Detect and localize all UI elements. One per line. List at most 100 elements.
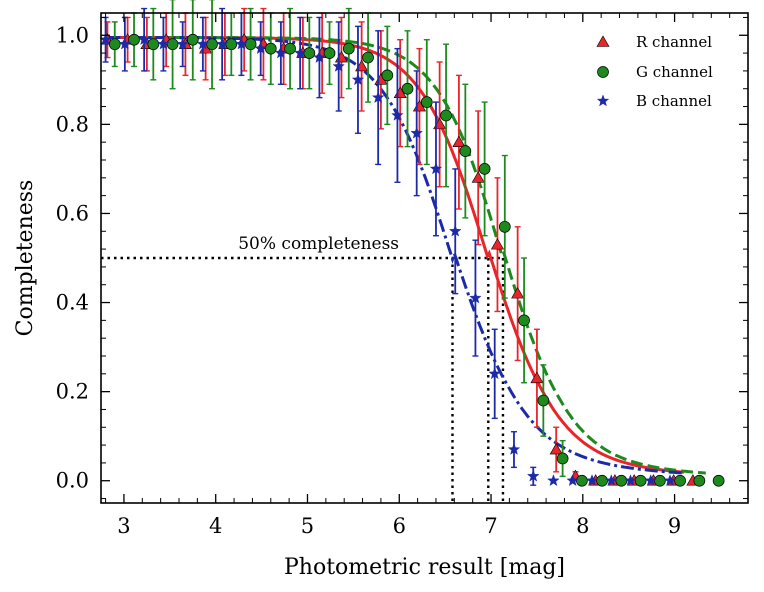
data-point-b-channel <box>547 474 560 487</box>
y-tick-label: 1.0 <box>56 23 89 47</box>
data-point-b-channel <box>624 474 637 487</box>
data-point-g-channel <box>264 42 277 55</box>
y-tick-label: 0.4 <box>56 291 89 315</box>
data-point-g-channel <box>244 38 257 51</box>
data-point-g-channel <box>537 394 550 407</box>
axes: 3 4 5 6 7 8 9 0.0 0.2 0.4 0.6 0.8 1.0 <box>56 12 749 538</box>
data-point-b-channel <box>644 474 657 487</box>
legend-marker-g-channel <box>597 66 609 78</box>
data-point-b-channel <box>157 37 170 50</box>
y-tick-label: 0.0 <box>56 469 89 493</box>
threshold-lines <box>101 256 505 503</box>
data-point-b-channel <box>410 126 423 139</box>
data-point-b-channel <box>235 37 248 50</box>
data-point-g-channel <box>362 51 374 64</box>
data-point-b-channel <box>137 33 151 46</box>
data-point-b-channel <box>313 50 326 63</box>
legend-marker-r-channel <box>596 35 610 47</box>
data-point-g-channel <box>303 47 316 59</box>
data-point-b-channel <box>371 91 385 103</box>
data-point-b-channel <box>215 37 229 50</box>
x-tick-label: 5 <box>301 514 314 538</box>
data-point-b-channel <box>293 46 307 59</box>
data-point-b-channel <box>526 469 540 482</box>
data-point-g-channel <box>108 38 121 51</box>
fit-curve-r-channel <box>107 36 684 474</box>
data-point-g-channel <box>186 33 199 46</box>
data-point-g-channel <box>498 220 511 233</box>
x-tick-label: 8 <box>576 514 589 538</box>
legend-item-r-channel: R channel <box>596 33 712 51</box>
data-point-b-channel <box>429 162 443 175</box>
data-point-b-channel <box>488 367 501 380</box>
data-point-g-channel <box>147 38 160 51</box>
fit-curves <box>107 36 706 475</box>
legend-item-g-channel: G channel <box>597 63 713 81</box>
data-point-g-channel <box>323 47 336 59</box>
data-point-g-channel <box>478 163 491 175</box>
data-point-g-channel <box>284 42 296 55</box>
data-point-b-channel <box>274 46 288 59</box>
data-point-b-channel <box>254 42 267 54</box>
data-point-g-channel <box>381 69 394 82</box>
data-point-g-channel <box>225 38 238 51</box>
x-axis-label: Photometric result [mag] <box>284 555 565 580</box>
data-point-g-channel <box>342 42 355 55</box>
plot-frame <box>100 12 749 504</box>
x-tick-label: 9 <box>668 514 681 538</box>
data-point-g-channel <box>206 38 218 51</box>
data-point-r-channel <box>490 238 504 250</box>
data-point-g-channel <box>518 314 530 327</box>
data-point-g-channel <box>634 474 647 487</box>
legend-marker-b-channel <box>596 94 610 107</box>
y-axis-label: Completeness <box>13 180 38 337</box>
x-tick-label: 3 <box>117 514 130 538</box>
data-point-b-channel <box>196 37 210 50</box>
data-point-g-channel <box>401 82 414 95</box>
data-point-g-channel <box>615 474 628 487</box>
data-point-g-channel <box>712 474 725 487</box>
data-point-r-channel <box>530 371 544 384</box>
data-point-b-channel <box>566 474 579 487</box>
data-point-g-channel <box>654 474 666 487</box>
legend: R channel G channel B channel <box>596 33 713 110</box>
x-tick-label: 6 <box>393 514 406 538</box>
data-point-b-channel <box>391 108 404 121</box>
data-point-b-channel <box>585 474 599 487</box>
legend-label-r-channel: R channel <box>636 33 712 51</box>
data-point-r-channel <box>471 171 485 183</box>
x-tick-label: 7 <box>484 514 497 538</box>
data-point-g-channel <box>166 38 179 51</box>
data-point-b-channel <box>176 37 189 50</box>
data-point-g-channel <box>674 474 686 487</box>
legend-label-b-channel: B channel <box>636 92 712 110</box>
annotation-50-completeness: 50% completeness <box>238 234 399 254</box>
data-point-b-channel <box>118 37 132 50</box>
data-point-b-channel <box>332 59 345 72</box>
data-point-g-channel <box>596 474 608 487</box>
legend-item-b-channel: B channel <box>596 92 712 110</box>
data-point-b-channel <box>469 291 482 304</box>
y-tick-label: 0.8 <box>56 112 89 136</box>
data-point-g-channel <box>576 474 588 487</box>
data-point-g-channel <box>459 145 472 157</box>
y-tick-label: 0.6 <box>56 201 89 225</box>
data-point-r-channel <box>452 135 466 147</box>
y-tick-label: 0.2 <box>56 380 89 404</box>
data-point-b-channel <box>351 73 365 86</box>
data-point-g-channel <box>693 474 706 487</box>
fit-curve-b-channel <box>107 36 684 475</box>
x-tick-label: 4 <box>209 514 222 538</box>
data-point-b-channel <box>448 224 462 237</box>
data-point-r-channel <box>549 442 563 455</box>
legend-label-g-channel: G channel <box>636 63 713 81</box>
data-point-b-channel <box>507 442 521 455</box>
data-point-r-channel <box>511 287 525 299</box>
data-point-g-channel <box>556 452 569 465</box>
data-point-g-channel <box>128 33 140 46</box>
data-markers <box>99 0 725 487</box>
fit-curve-g-channel <box>107 36 706 475</box>
data-point-g-channel <box>440 109 452 122</box>
data-point-b-channel <box>605 474 618 487</box>
